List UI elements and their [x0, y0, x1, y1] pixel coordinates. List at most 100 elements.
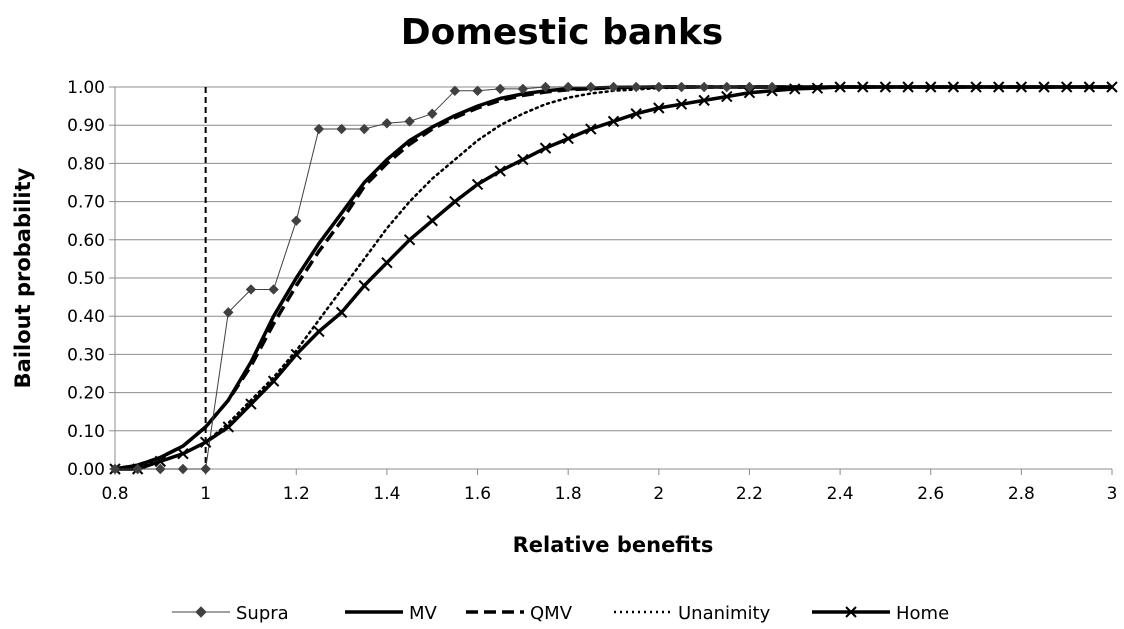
y-tick-label: 0.30 [67, 345, 105, 365]
data-point-supra [517, 83, 529, 95]
data-point-home [1106, 81, 1118, 93]
data-point-home [811, 82, 824, 94]
data-point-home [1038, 81, 1050, 93]
data-point-home-stroke [154, 455, 167, 468]
data-point-home [585, 123, 597, 135]
data-point-supra [630, 81, 642, 93]
data-point-home-stroke [630, 108, 642, 120]
data-point-home [245, 398, 257, 410]
data-point-home-stroke [517, 153, 529, 166]
data-point-home-stroke [381, 257, 393, 269]
legend-item-home: Home [812, 603, 949, 624]
data-point-home [313, 325, 325, 338]
legend-item-mv: MV [345, 603, 438, 624]
x-tick-label: 1 [200, 484, 211, 504]
data-point-home-stroke [1015, 81, 1028, 93]
data-point-home [789, 83, 801, 95]
x-tick-label: 1.2 [283, 484, 310, 504]
data-point-supra [608, 81, 619, 93]
x-tick-label: 2.8 [1008, 484, 1035, 504]
data-point-home-stroke [585, 123, 597, 135]
axes: 0.00 0.10 0.20 0.30 0.40 0.50 0.60 0.70 0.80 0.90… [67, 78, 1117, 504]
data-point-supra [744, 81, 755, 93]
data-point-home [653, 102, 665, 114]
y-tick-label: 0.50 [67, 269, 105, 289]
data-point-home-stroke [403, 234, 416, 246]
legend-item-supra: Supra [172, 603, 289, 624]
x-tick-label: 0.8 [101, 484, 128, 504]
data-point-home [902, 81, 914, 93]
data-point-home-stroke [902, 81, 914, 93]
data-point-home-stroke [834, 81, 846, 93]
x-tick-label: 3 [1107, 484, 1118, 504]
data-point-home [743, 87, 756, 99]
y-tick-label: 1.00 [67, 78, 105, 98]
data-point-home [539, 142, 552, 154]
data-point-supra [245, 284, 257, 295]
data-point-home-stroke [947, 81, 960, 93]
data-point-home [1083, 81, 1096, 93]
data-point-home-stroke [449, 195, 461, 208]
data-point-supra [653, 81, 665, 93]
data-point-home [1015, 81, 1028, 93]
data-point-home [449, 195, 461, 208]
data-point-home [267, 375, 280, 387]
data-point-supra [766, 81, 778, 93]
series-line-qmv [114, 85, 1112, 471]
data-point-home-stroke [1106, 81, 1118, 93]
legend-label-unanimity: Unanimity [678, 603, 771, 624]
data-point-supra [291, 215, 302, 226]
data-point-supra [336, 123, 347, 135]
legend-label-mv: MV [409, 603, 438, 624]
data-point-supra [109, 463, 121, 475]
data-point-home [199, 436, 212, 448]
legend-item-unanimity: Unanimity [614, 603, 771, 624]
y-axis-title: Bailout probability [11, 167, 35, 388]
data-point-home [381, 257, 393, 269]
data-point-home-stroke [857, 81, 869, 93]
y-tick-label: 0.40 [67, 307, 105, 327]
data-point-home [494, 165, 506, 177]
x-tick-label: 2.6 [917, 484, 944, 504]
gridlines [115, 86, 1112, 470]
data-point-home-stroke [177, 448, 189, 460]
data-point-home-stroke [675, 98, 688, 110]
legend-item-qmv: QMV [466, 603, 573, 624]
data-point-supra [359, 123, 370, 135]
y-tick-label: 0.10 [67, 422, 105, 442]
data-point-home [879, 81, 892, 93]
data-point-supra [381, 118, 393, 129]
data-point-home [222, 421, 235, 433]
y-tick-label: 0.70 [67, 193, 105, 213]
data-point-home-stroke [199, 436, 212, 448]
data-point-home [562, 132, 574, 145]
y-tick-label: 0.20 [67, 384, 105, 404]
data-point-supra [404, 116, 415, 127]
data-point-supra [313, 123, 325, 135]
y-tick-label: 0.00 [67, 460, 105, 480]
data-point-home-stroke [721, 90, 733, 103]
data-point-home-stroke [992, 81, 1005, 93]
data-point-home-stroke [1083, 81, 1096, 93]
data-point-home-stroke [743, 87, 756, 99]
x-tick-label: 1.8 [555, 484, 582, 504]
data-point-supra [721, 81, 733, 93]
data-point-home [607, 115, 620, 128]
data-point-supra [155, 463, 166, 475]
data-point-home-stroke [1060, 81, 1073, 93]
legend-marker-home-stroke [845, 606, 857, 618]
legend-label-home: Home [896, 603, 949, 624]
data-point-home-stroke [925, 81, 937, 93]
data-point-supra [200, 463, 211, 475]
data-point-home-stroke [879, 81, 892, 93]
data-point-home [177, 448, 189, 460]
data-point-home-stroke [426, 214, 438, 227]
data-point-home [675, 98, 688, 110]
y-tick-label: 0.80 [67, 154, 105, 174]
data-point-home [358, 279, 370, 292]
data-point-home [1060, 81, 1073, 93]
data-point-supra [268, 284, 279, 295]
data-point-home [834, 81, 846, 93]
data-point-home [471, 178, 484, 191]
